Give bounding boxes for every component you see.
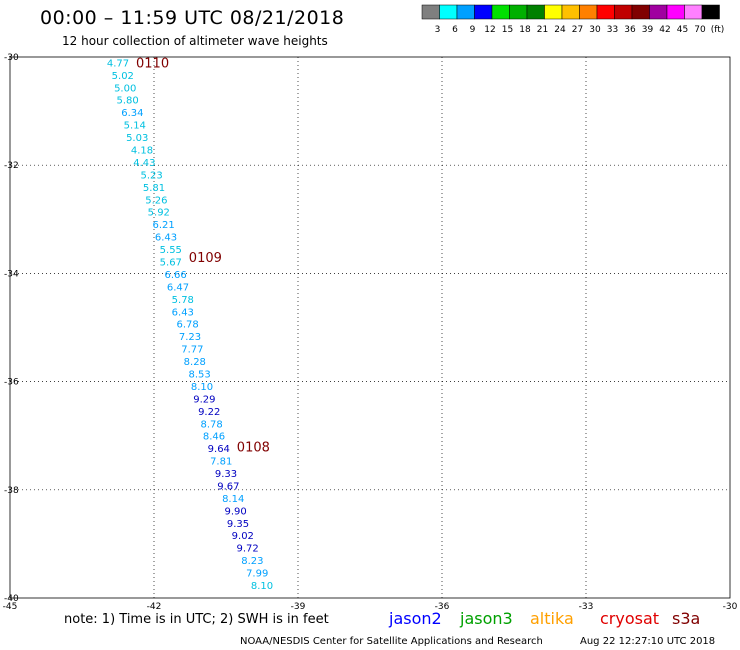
swh-value: 4.77 bbox=[107, 58, 129, 69]
lon-label: -39 bbox=[291, 602, 306, 610]
swh-value: 9.72 bbox=[236, 544, 258, 555]
swh-value: 8.78 bbox=[200, 419, 222, 430]
lon-label: -42 bbox=[147, 602, 162, 610]
swh-value: 9.33 bbox=[215, 469, 237, 480]
swh-value: 6.43 bbox=[172, 307, 194, 318]
swh-value: 6.66 bbox=[164, 270, 186, 281]
swh-value: 8.10 bbox=[251, 581, 273, 592]
map-frame bbox=[9, 56, 731, 599]
color-scale: 3 6 9 12 15 18 21 24 27 30 33 36 39 42 45 70 (ft) bbox=[421, 4, 725, 35]
swh-value: 9.22 bbox=[198, 407, 220, 418]
swh-value: 7.23 bbox=[179, 332, 201, 343]
lat-label: -30 bbox=[4, 53, 19, 63]
swh-value: 9.02 bbox=[232, 531, 254, 542]
lon-label: -45 bbox=[3, 602, 18, 610]
swh-value: 4.18 bbox=[131, 146, 153, 157]
scale-label: 36 bbox=[624, 25, 636, 35]
satellite-altika: altika bbox=[530, 609, 574, 628]
swh-value: 5.78 bbox=[172, 295, 194, 306]
legend-note: note: 1) Time is in UTC; 2) SWH is in fe… bbox=[64, 612, 329, 627]
scale-label: 39 bbox=[642, 25, 654, 35]
swh-value: 9.90 bbox=[224, 506, 246, 517]
swh-value: 5.03 bbox=[126, 133, 148, 144]
lat-label: -40 bbox=[4, 594, 19, 604]
swh-value: 5.80 bbox=[116, 96, 138, 107]
lat-label: -36 bbox=[4, 378, 19, 388]
swh-value: 6.78 bbox=[176, 320, 198, 331]
lat-label: -32 bbox=[4, 161, 19, 171]
footer-timestamp: Aug 22 12:27:10 UTC 2018 bbox=[580, 636, 716, 647]
swh-value: 6.47 bbox=[167, 282, 189, 293]
scale-label: 9 bbox=[470, 25, 476, 35]
lat-label: -38 bbox=[4, 486, 19, 496]
pass-label: 0110 bbox=[136, 56, 169, 71]
swh-value: 5.23 bbox=[140, 170, 162, 181]
swh-value: 5.55 bbox=[160, 245, 182, 256]
scale-label: 42 bbox=[659, 25, 670, 35]
satellite-jason2: jason2 bbox=[389, 609, 442, 628]
swh-value: 4.43 bbox=[133, 158, 155, 169]
swh-value: 8.14 bbox=[222, 494, 244, 505]
swh-value: 5.00 bbox=[114, 83, 136, 94]
footer-credit: NOAA/NESDIS Center for Satellite Applica… bbox=[240, 636, 543, 647]
swh-value: 9.29 bbox=[193, 394, 215, 405]
scale-label: (ft) bbox=[711, 25, 725, 35]
satellite-jason3: jason3 bbox=[460, 609, 513, 628]
swh-value: 8.23 bbox=[241, 556, 263, 567]
swh-value: 8.28 bbox=[184, 357, 206, 368]
scale-swatch bbox=[701, 4, 720, 20]
swh-value: 9.64 bbox=[208, 444, 230, 455]
scale-label: 45 bbox=[677, 25, 688, 35]
swh-value: 7.81 bbox=[210, 457, 232, 468]
lon-label: -36 bbox=[435, 602, 450, 610]
swh-value: 8.10 bbox=[191, 382, 213, 393]
satellite-cryosat: cryosat bbox=[600, 609, 660, 628]
scale-label: 27 bbox=[572, 25, 583, 35]
lat-label: -34 bbox=[4, 269, 19, 279]
satellite-s3a: s3a bbox=[672, 609, 701, 628]
pass-label: 0109 bbox=[189, 251, 222, 266]
swh-value: 9.35 bbox=[227, 519, 249, 530]
swh-value: 5.92 bbox=[148, 208, 170, 219]
scale-label: 33 bbox=[607, 25, 618, 35]
swh-value: 6.43 bbox=[155, 233, 177, 244]
swh-value: 6.34 bbox=[121, 108, 143, 119]
swh-value: 9.67 bbox=[217, 481, 239, 492]
swh-value: 5.02 bbox=[112, 71, 134, 82]
scale-label: 12 bbox=[484, 25, 495, 35]
scale-label: 6 bbox=[452, 25, 458, 35]
scale-label: 30 bbox=[589, 25, 601, 35]
swh-value: 5.81 bbox=[143, 183, 165, 194]
wave-height-map: -30 -32 -34 -36 -38 -40-45 -42 -39 -36 -33 -30 4.77… bbox=[3, 53, 738, 610]
lon-label: -33 bbox=[579, 602, 594, 610]
swh-value: 5.14 bbox=[124, 121, 146, 132]
swh-value: 5.26 bbox=[145, 195, 167, 206]
scale-label: 24 bbox=[554, 25, 566, 35]
scale-label: 21 bbox=[537, 25, 548, 35]
scale-label: 70 bbox=[694, 25, 706, 35]
swh-value: 7.77 bbox=[181, 345, 203, 356]
swh-value: 7.99 bbox=[246, 569, 268, 580]
lon-label: -30 bbox=[723, 602, 738, 610]
swh-value: 6.21 bbox=[152, 220, 174, 231]
page-title: 00:00 – 11:59 UTC 08/21/2018 bbox=[40, 7, 345, 29]
page-subtitle: 12 hour collection of altimeter wave hei… bbox=[62, 34, 328, 48]
swh-value: 8.53 bbox=[188, 369, 210, 380]
scale-label: 18 bbox=[519, 25, 531, 35]
scale-label: 15 bbox=[502, 25, 513, 35]
pass-label: 0108 bbox=[237, 441, 270, 456]
swh-value: 5.67 bbox=[160, 257, 182, 268]
swh-value: 8.46 bbox=[203, 432, 225, 443]
scale-label: 3 bbox=[435, 25, 441, 35]
